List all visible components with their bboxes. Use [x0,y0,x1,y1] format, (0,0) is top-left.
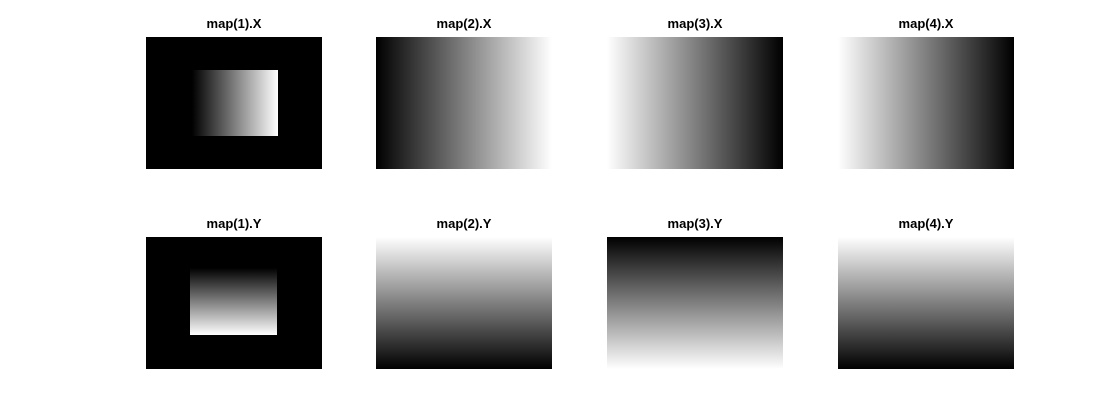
panel-title-map2-y: map(2).Y [436,216,492,231]
panel-image-map1-y [146,237,322,369]
panel-title-map4-x: map(4).X [898,16,954,31]
panel-title-map3-y: map(3).Y [667,216,723,231]
inner-gradient-rect-map1-x [192,70,278,136]
panel-title-map2-x: map(2).X [436,16,492,31]
panel-title-map3-x: map(3).X [667,16,723,31]
panel-image-map1-x [146,37,322,169]
panel-image-map2-y [376,237,552,369]
panel-image-map4-y [838,237,1014,369]
panel-image-map3-x [607,37,783,169]
panel-title-map1-x: map(1).X [206,16,262,31]
panel-image-map2-x [376,37,552,169]
panel-image-map4-x [838,37,1014,169]
panel-image-map3-y [607,237,783,369]
panel-title-map1-y: map(1).Y [206,216,262,231]
inner-gradient-rect-map1-y [190,268,277,335]
panel-title-map4-y: map(4).Y [898,216,954,231]
